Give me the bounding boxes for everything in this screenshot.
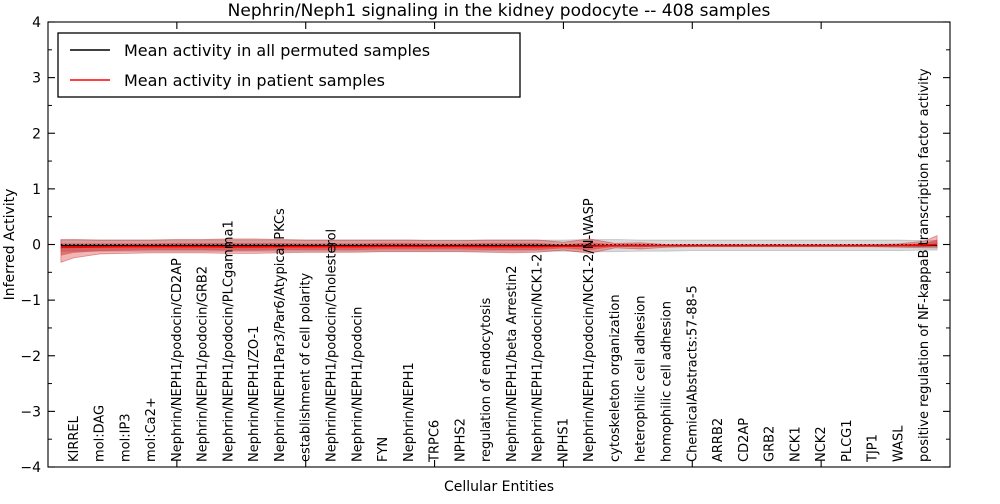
category-label: ARRB2: [711, 418, 726, 462]
category-label: positive regulation of NF-kappaB transcr…: [917, 68, 932, 462]
category-label: KIRREL: [67, 415, 82, 462]
category-label: Nephrin/NEPH1/podocin/NCK1-2/N-WASP: [582, 198, 597, 462]
y-tick-label: −2: [20, 349, 41, 365]
y-tick-label: −4: [20, 460, 41, 476]
category-label: Nephrin/NEPH1: [402, 362, 417, 462]
category-label: Nephrin/NEPH1Par3/Par6/Atypical PKCs: [273, 208, 288, 462]
category-label: mol:DAG: [93, 405, 108, 462]
y-tick-label: −3: [20, 404, 41, 420]
category-label: Nephrin/NEPH1/podocin/GRB2: [196, 266, 211, 462]
category-label: mol:IP3: [118, 413, 133, 462]
category-label: NPHS2: [453, 418, 468, 462]
category-label: Nephrin/NEPH1/podocin/PLCgamma1: [221, 220, 236, 462]
category-label: heterophilic cell adhesion: [634, 296, 649, 463]
category-label: TJP1: [866, 434, 881, 463]
category-label: regulation of endocytosis: [479, 297, 494, 462]
category-label: Nephrin/NEPH1/podocin/Cholesterol: [324, 229, 339, 462]
legend-entry-label: Mean activity in patient samples: [124, 71, 385, 90]
category-label: CD2AP: [737, 418, 752, 462]
y-tick-label: 4: [32, 15, 41, 31]
chart-title: Nephrin/Neph1 signaling in the kidney po…: [228, 1, 771, 21]
category-label: NCK1: [788, 426, 803, 462]
patient-confidence-band-outer: [60, 234, 938, 263]
x-axis-title: Cellular Entities: [444, 479, 554, 495]
legend-box: [57, 32, 521, 98]
category-label: homophilic cell adhesion: [660, 301, 675, 462]
category-label: establishment of cell polarity: [299, 273, 314, 462]
category-label: TRPC6: [428, 420, 443, 463]
y-axis-title: Inferred Activity: [2, 189, 18, 301]
patient-confidence-band-inner: [60, 239, 938, 256]
category-label: WASL: [891, 425, 906, 462]
category-label: FYN: [376, 437, 391, 462]
legend-entry-label: Mean activity in all permuted samples: [124, 41, 430, 60]
category-label: Nephrin/NEPH1/ZO-1: [247, 326, 262, 462]
category-label: ChemicalAbstracts:57-88-5: [685, 285, 700, 462]
y-tick-label: 2: [32, 126, 41, 142]
category-label: Nephrin/NEPH1/podocin: [350, 307, 365, 462]
category-label: Nephrin/NEPH1/podocin/NCK1-2: [531, 254, 546, 462]
y-tick-label: 0: [32, 238, 41, 254]
y-tick-label: 1: [32, 182, 41, 198]
category-label: cytoskeleton organization: [608, 294, 623, 462]
patient-mean-line: [60, 243, 938, 249]
category-label: NCK2: [814, 426, 829, 462]
y-tick-label: −1: [20, 293, 41, 309]
category-label: Nephrin/NEPH1/beta Arrestin2: [505, 266, 520, 463]
category-label: NPHS1: [556, 418, 571, 462]
category-label: GRB2: [763, 426, 778, 462]
y-tick-label: 3: [32, 71, 41, 87]
category-label: Nephrin/NEPH1/podocin/CD2AP: [170, 258, 185, 462]
category-label: PLCG1: [840, 419, 855, 462]
legend: [57, 32, 521, 98]
category-label: mol:Ca2+: [144, 397, 159, 462]
